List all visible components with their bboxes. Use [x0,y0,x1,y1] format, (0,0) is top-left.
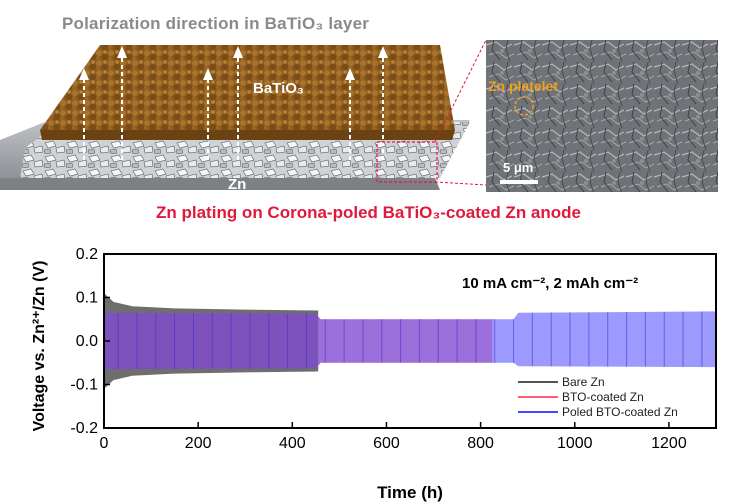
y-tick-label: 0.1 [76,290,98,307]
polarization-title: Polarization direction in BaTiO₃ layer [62,14,370,33]
y-tick-label: 0.0 [76,333,98,350]
batio3-label: BaTiO₃ [253,80,304,97]
x-tick-label: 400 [279,435,306,452]
sem-image [486,40,718,192]
series-band-poled-bto-coated-zn [104,311,716,370]
scale-bar [500,180,538,184]
y-tick-label: 0.2 [76,246,98,263]
x-tick-label: 600 [373,435,400,452]
voltage-time-chart: 0 200 400 600 800 1000 1200 0.2 0.1 0.0 -0.1 -0.2 T… [31,246,717,502]
y-tick-label: -0.1 [70,377,98,394]
schematic-illustration [0,45,470,190]
x-tick-label: 0 [100,435,109,452]
x-tick-label: 200 [185,435,212,452]
legend-label: Poled BTO-coated Zn [562,405,678,419]
batio3-layer [40,45,455,130]
x-tick-label: 1200 [651,435,687,452]
y-axis-label: Voltage vs. Zn²⁺/Zn (V) [31,261,48,432]
zn-label: Zn [228,176,247,193]
zoom-box [376,141,438,183]
y-tick-label: -0.2 [70,420,98,437]
legend-label: BTO-coated Zn [562,390,644,404]
polarization-arrows [79,46,388,160]
condition-annotation: 10 mA cm⁻², 2 mAh cm⁻² [462,275,638,292]
legend-label: Bare Zn [562,375,605,389]
platelet-circle [514,96,534,116]
zn-platelet-label: Zn platelet [488,78,559,94]
scale-bar-label: 5 μm [503,160,534,175]
zoom-lines [434,39,487,186]
figure-caption: Zn plating on Corona-poled BaTiO₃-coated… [156,203,581,222]
x-tick-label: 1000 [557,435,593,452]
x-axis-label: Time (h) [377,483,443,502]
x-tick-label: 800 [467,435,494,452]
